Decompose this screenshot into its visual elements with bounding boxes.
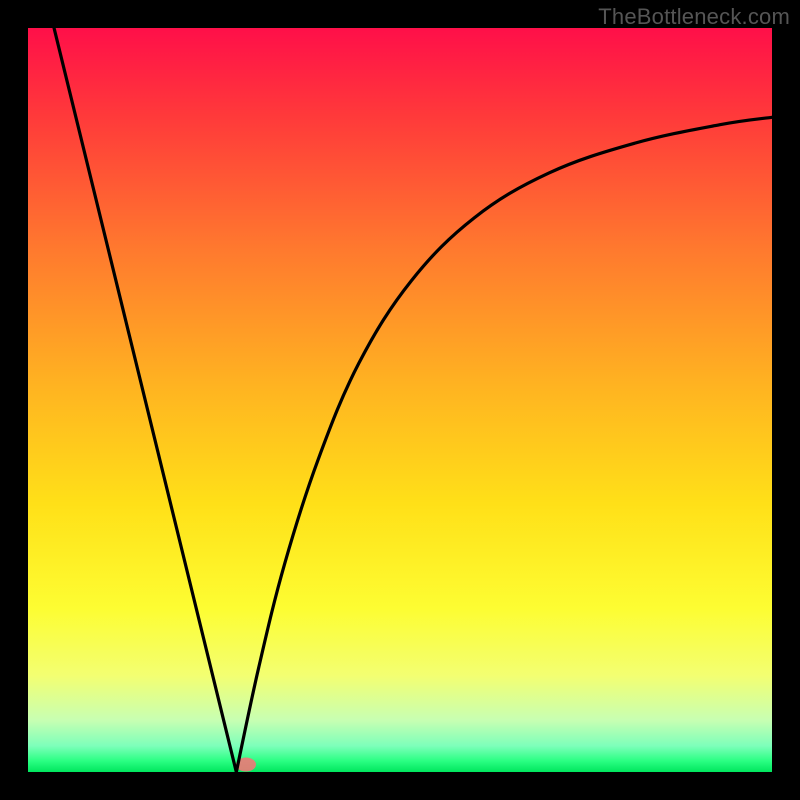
gradient-background (28, 28, 772, 772)
watermark-text: TheBottleneck.com (598, 4, 790, 30)
plot-svg (28, 28, 772, 772)
chart-frame: TheBottleneck.com (0, 0, 800, 800)
plot-area (28, 28, 772, 772)
